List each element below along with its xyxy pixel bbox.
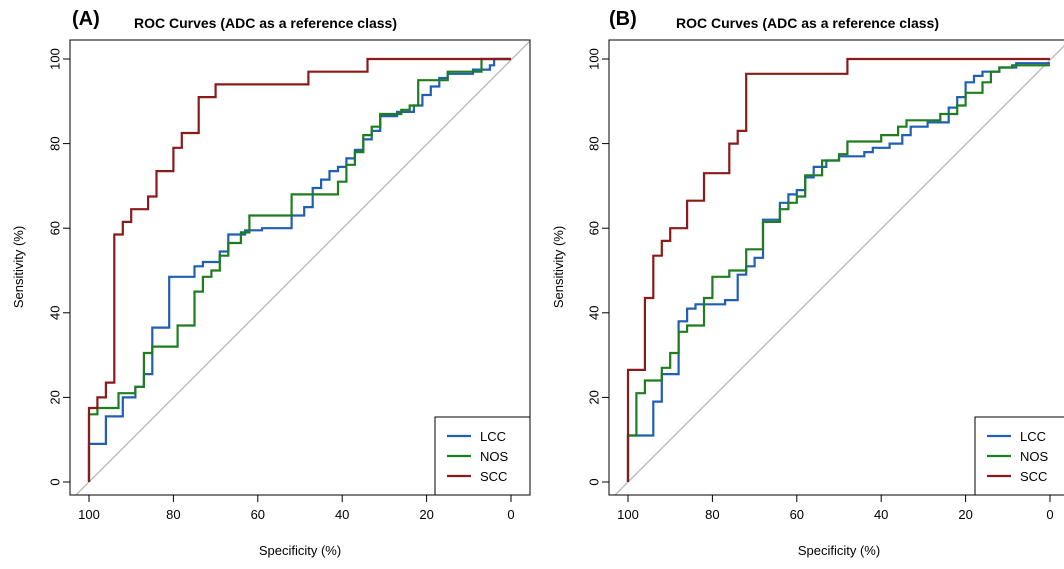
panel-a-xlabel: Specificity (%) xyxy=(259,543,341,558)
panel-b-letter: (B) xyxy=(609,8,637,30)
panel-a-legend: LCC NOS SCC xyxy=(434,416,531,496)
panel-b-x-tick-label: 100 xyxy=(617,507,639,522)
panel-b-title: ROC Curves (ADC as a reference class) xyxy=(676,15,939,31)
panel-a-x-tick-label: 80 xyxy=(166,507,180,522)
panel-a-y-tick-label: 100 xyxy=(47,48,62,70)
panel-b-series-nos xyxy=(626,64,1050,482)
panel-a-x-tick-label: 20 xyxy=(419,507,433,522)
panel-b-legend-label-scc: SCC xyxy=(1020,469,1047,484)
panel-b-xlabel: Specificity (%) xyxy=(798,543,880,558)
panel-b-reference-diagonal xyxy=(614,45,1064,495)
panel-b-x-tick-label: 20 xyxy=(958,507,972,522)
panel-a-y-tick-label: 60 xyxy=(47,221,62,235)
panel-a-y-tick-label: 80 xyxy=(47,136,62,150)
panel-a-series-lcc xyxy=(87,57,511,482)
panel-b-plot: 100 80 60 40 20 0 0 20 40 60 80 100 LCC NOS SCC xyxy=(586,39,1064,522)
panel-a-x-tick-label: 0 xyxy=(507,507,514,522)
panel-b-y-tick-label: 100 xyxy=(586,48,601,70)
panel-a-series-nos xyxy=(87,57,511,482)
panel-b-x-tick-label: 60 xyxy=(790,507,804,522)
panel-a-reference-diagonal xyxy=(75,40,530,495)
panel-a-series-scc xyxy=(87,57,511,482)
panel-b-y-tick-label: 60 xyxy=(586,221,601,235)
panel-b-y-tick-label: 0 xyxy=(586,478,601,485)
panel-b-x-tick-label: 40 xyxy=(874,507,888,522)
panel-b-legend: LCC NOS SCC xyxy=(974,416,1064,496)
panel-a-plot: 100 80 60 40 20 0 0 20 40 60 80 100 LCC NOS SCC xyxy=(47,39,531,522)
panel-b: (B) ROC Curves (ADC as a reference class… xyxy=(551,8,1064,558)
panel-a-x-tick-label: 60 xyxy=(251,507,265,522)
panel-b-legend-label-nos: NOS xyxy=(1020,449,1049,464)
panel-a-legend-label-nos: NOS xyxy=(480,449,509,464)
panel-a-frame xyxy=(69,39,531,496)
panel-a-x-tick-label: 100 xyxy=(78,507,100,522)
panel-b-x-tick-label: 80 xyxy=(705,507,719,522)
panel-b-ylabel: Sensitivity (%) xyxy=(551,226,566,308)
panel-a-y-tick-label: 0 xyxy=(47,478,62,485)
panel-a-letter: (A) xyxy=(72,8,100,30)
panel-a-legend-label-scc: SCC xyxy=(480,469,507,484)
panel-b-frame xyxy=(608,39,1064,496)
panel-a-ylabel: Sensitivity (%) xyxy=(11,226,26,308)
panel-b-y-tick-label: 80 xyxy=(586,136,601,150)
panel-b-y-tick-label: 20 xyxy=(586,390,601,404)
panel-b-x-tick-label: 0 xyxy=(1046,507,1053,522)
panel-b-y-tick-label: 40 xyxy=(586,306,601,320)
panel-a: (A) ROC Curves (ADC as a reference class… xyxy=(11,8,531,558)
panel-a-title: ROC Curves (ADC as a reference class) xyxy=(134,15,397,31)
panel-b-legend-label-lcc: LCC xyxy=(1020,429,1046,444)
panel-a-legend-label-lcc: LCC xyxy=(480,429,506,444)
panel-a-y-tick-label: 20 xyxy=(47,390,62,404)
panel-b-series-lcc xyxy=(626,62,1050,482)
panel-b-series-scc xyxy=(626,57,1050,482)
panel-a-y-tick-label: 40 xyxy=(47,306,62,320)
panel-a-x-tick-label: 40 xyxy=(335,507,349,522)
